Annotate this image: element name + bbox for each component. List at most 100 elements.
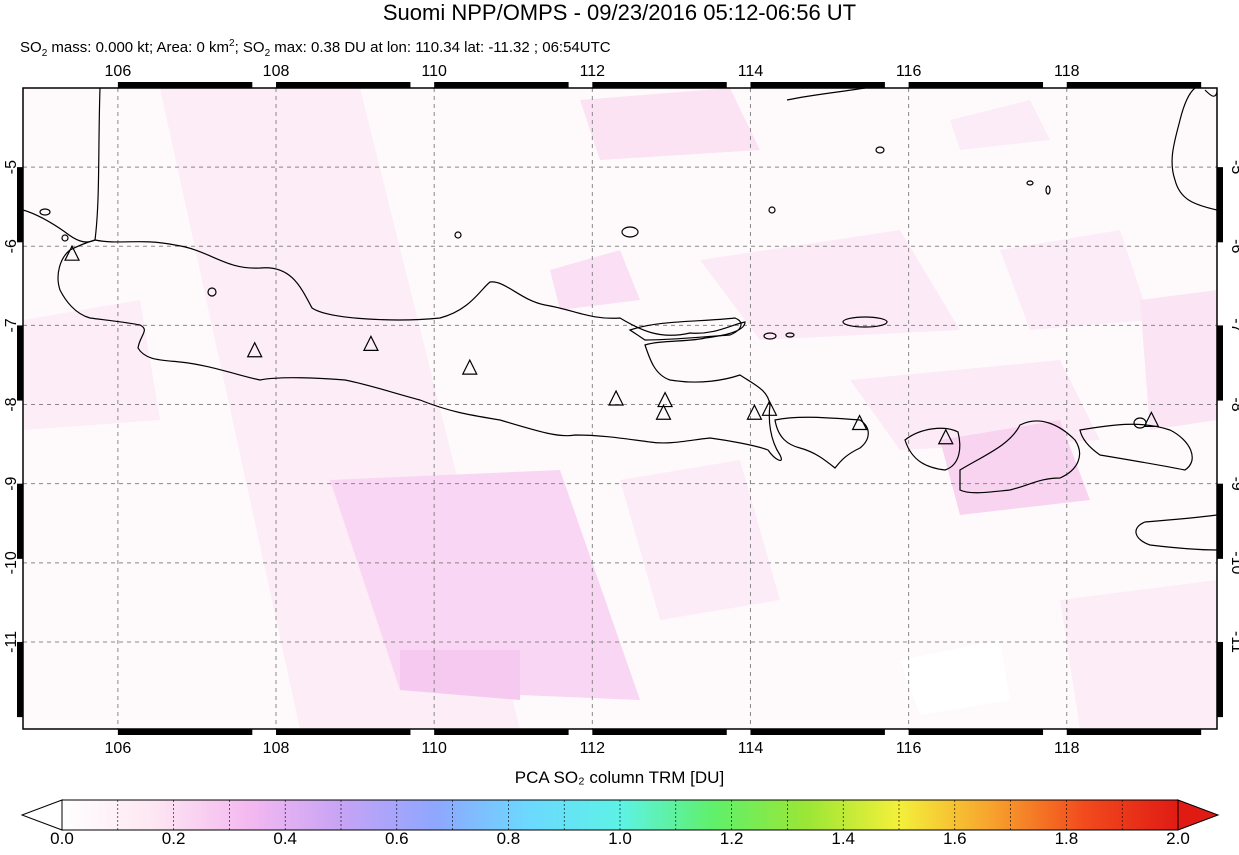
top-frame-bar: [750, 82, 885, 88]
lat-label-right: -7: [1228, 318, 1239, 332]
axis-labels: 106 106 108 108 110 110 112 112 114 114 116 116 118 1…: [3, 63, 1239, 757]
lat-label-left: -11: [3, 631, 20, 653]
lat-label-right: -6: [1228, 239, 1239, 253]
colorbar-high-arrow: [1177, 799, 1220, 831]
volcano-triangle: [362, 335, 379, 351]
so2-field: [23, 88, 1217, 729]
small-islet: [1026, 180, 1034, 186]
volcano-triangle: [461, 358, 478, 375]
mass-area-text: mass: 0.000 kt; Area: 0 km: [47, 39, 229, 56]
bottom-frame-bar: [750, 729, 885, 735]
bottom-frame-bar: [908, 729, 1044, 735]
lon-label-bottom: 112: [580, 740, 606, 757]
so2-patch: [940, 420, 1090, 515]
bottom-frame-bar: [1066, 729, 1202, 735]
bali-island: [774, 416, 869, 469]
so2-patch: [620, 460, 780, 620]
kangean-islands: [842, 316, 888, 328]
small-islet: [1045, 185, 1051, 195]
map-title: Suomi NPP/OMPS - 09/23/2016 05:12-06:56 …: [382, 0, 857, 25]
volcano-triangle: [657, 391, 674, 408]
volcano-triangle: [64, 244, 80, 261]
lon-label-top: 108: [263, 63, 290, 80]
lat-label-left: -9: [3, 476, 20, 490]
mass-subscript: 2: [41, 48, 48, 59]
graticule: [23, 88, 1217, 729]
colorbar-tick-label: 1.4: [831, 829, 856, 848]
volcano-triangle: [655, 403, 672, 420]
right-frame-bar: [1217, 325, 1223, 401]
bottom-frame-bar: [117, 729, 253, 735]
colorbar-tick-label: 1.0: [608, 829, 632, 848]
so2-patch: [580, 88, 760, 160]
colorbar-low-arrow: [20, 799, 63, 831]
lon-label-top: 116: [896, 63, 922, 80]
lon-label-bottom: 106: [105, 740, 132, 757]
top-frame-bar: [434, 82, 569, 88]
colorbar-tick-label: 0.0: [50, 829, 74, 848]
lat-label-right: -11: [1228, 631, 1239, 653]
colorbar-divisions: [117, 800, 1123, 830]
colorbar-tick-label: 1.6: [942, 829, 967, 848]
lon-label-bottom: 118: [1054, 740, 1080, 757]
colorbar-tick-label: 1.8: [1054, 829, 1079, 848]
left-frame-bar: [17, 483, 23, 559]
lon-label-bottom: 108: [263, 740, 290, 757]
colorbar-tick-label: 2.0: [1166, 829, 1190, 848]
bawean-island: [621, 226, 639, 238]
bottom-frame-bar: [276, 729, 411, 735]
volcano-triangle: [761, 399, 778, 416]
volcano-triangle: [746, 403, 763, 420]
sumbawa-east: [1079, 423, 1193, 471]
karimunjawa-islet: [454, 231, 462, 239]
volcano-triangle: [851, 414, 868, 431]
small-islet: [785, 332, 795, 338]
small-islet: [207, 287, 217, 297]
lat-label-right: -10: [1228, 551, 1239, 574]
so2-patch: [950, 100, 1050, 150]
lat-label-left: -7: [3, 318, 20, 332]
top-frame-bar: [908, 82, 1044, 88]
colorbar-tick-label: 0.6: [384, 829, 409, 848]
max-label: ; SO: [234, 39, 265, 56]
top-frame-bar: [1066, 82, 1202, 88]
so2-patch: [900, 640, 1010, 715]
colorbar-tick-label: 1.2: [719, 829, 744, 848]
coastlines: [23, 88, 1217, 551]
area-superscript: 2: [229, 38, 235, 49]
colorbar-title: PCA SO₂ column TRM [DU]: [514, 768, 725, 787]
volcano-triangle: [1143, 411, 1160, 427]
so2-patch: [400, 650, 520, 700]
lat-label-right: -8: [1228, 397, 1239, 411]
borneo-coast: [786, 88, 1217, 211]
so2-stats-line: SO2 mass: 0.000 kt; Area: 0 km2; SO2 max…: [20, 35, 611, 63]
left-frame-bar: [17, 641, 23, 718]
right-frame-bar: [1217, 483, 1223, 559]
lat-label-left: -8: [3, 397, 20, 411]
top-frame-bar: [117, 82, 253, 88]
right-frame-bar: [1217, 641, 1223, 718]
colorbar-tick-label: 0.2: [161, 829, 186, 848]
so2-patch: [23, 300, 160, 430]
so2-patch: [550, 250, 640, 310]
mass-label: SO: [20, 39, 42, 56]
madura-island: [628, 317, 742, 341]
colorbar-tick-label: 0.4: [273, 829, 298, 848]
java-island: [57, 239, 782, 462]
lon-label-bottom: 116: [896, 740, 922, 757]
volcano-markers: [64, 244, 1160, 445]
colorbar-tick-label: 0.8: [496, 829, 521, 848]
small-islet: [61, 234, 69, 242]
lon-label-top: 118: [1054, 63, 1080, 80]
right-frame-bar: [1217, 167, 1223, 243]
left-frame-bar: [17, 167, 23, 243]
small-islet: [875, 146, 885, 154]
top-frame-bar: [592, 82, 727, 88]
so2-patch: [330, 470, 640, 700]
lat-label-left: -5: [3, 160, 20, 174]
sumba-coast: [1135, 514, 1217, 551]
small-islet: [39, 208, 51, 216]
small-islet: [768, 206, 776, 214]
so2-patch: [1060, 580, 1217, 729]
